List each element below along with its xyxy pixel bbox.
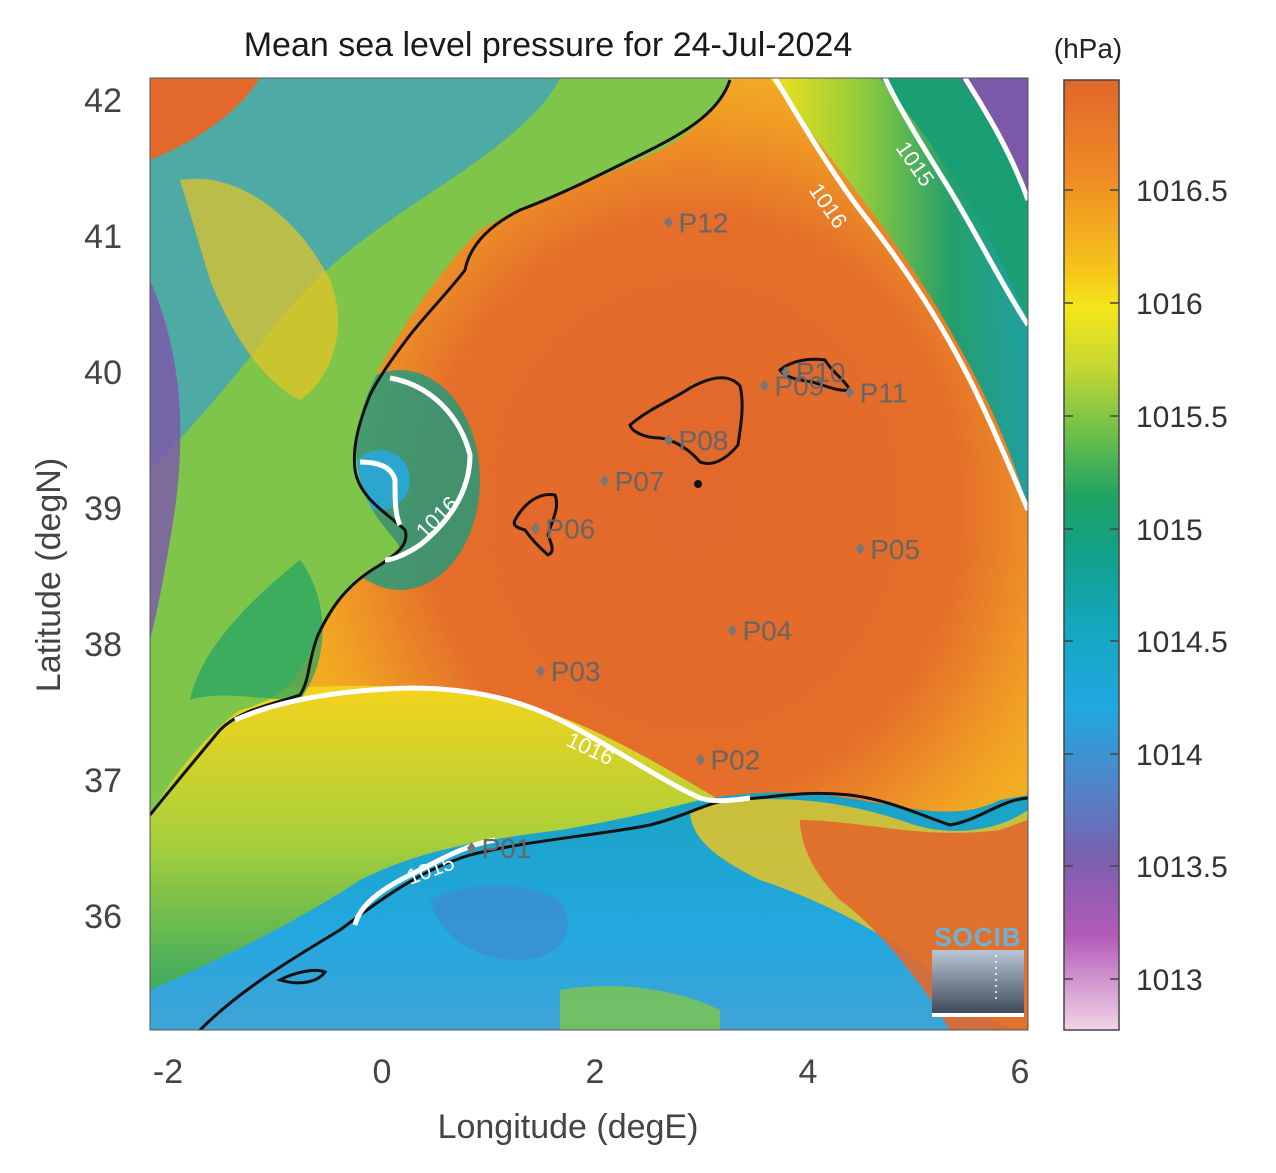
iberia-purple-low [150, 280, 181, 640]
iberia-coastline [150, 79, 732, 816]
station-marker [845, 386, 855, 399]
socib-logo: SOCIB [932, 922, 1024, 1017]
station-point: P02 [696, 745, 760, 776]
station-point: P06 [530, 513, 595, 544]
x-axis-label: Longitude (degE) [438, 1108, 699, 1146]
contour-ne-inner [962, 78, 1028, 201]
colorbar-tick-label: 1015.5 [1136, 401, 1228, 434]
x-tick-label: 4 [799, 1053, 818, 1091]
cabrera-islet [694, 480, 702, 488]
mallorca-island [628, 376, 744, 465]
station-marker [727, 624, 737, 637]
station-label: P08 [679, 425, 729, 456]
station-point: P01 [467, 833, 531, 864]
station-point: P10 [781, 357, 846, 388]
colorbar-tick-label: 1014 [1136, 739, 1203, 772]
colorbar-unit: (hPa) [1054, 33, 1122, 64]
station-label: P11 [860, 377, 908, 408]
station-point: P09 [759, 371, 824, 402]
iberia-yellow-patch [180, 178, 339, 400]
contour-1016-south [233, 685, 751, 804]
station-point: P07 [600, 466, 664, 497]
iberia-se-green [190, 560, 323, 700]
contour-1015-ne [882, 78, 1028, 327]
colorbar-scale [1063, 79, 1120, 1031]
station-marker [855, 542, 865, 555]
x-axis: -2 0 2 4 6 Longitude (degE) [153, 1053, 1030, 1146]
station-marker [600, 474, 610, 487]
colorbar-tick-label: 1016.5 [1136, 175, 1228, 208]
station-marker [467, 842, 477, 854]
station-label: P12 [679, 207, 729, 238]
station-point: P08 [664, 425, 728, 456]
logo-box [932, 950, 1024, 1016]
station-label: P04 [742, 615, 792, 646]
y-tick-label: 40 [84, 354, 122, 392]
logo-baseline [932, 1013, 1024, 1017]
station-label: P03 [551, 656, 601, 687]
station-label: P06 [545, 513, 595, 544]
y-tick-label: 41 [84, 218, 122, 256]
colorbar-ticks [1064, 189, 1119, 980]
africa-coastline [198, 791, 1028, 1030]
iberia-interior [150, 78, 560, 470]
station-label: P09 [774, 371, 824, 402]
x-tick-label: 2 [586, 1053, 605, 1091]
y-tick-label: 36 [84, 898, 122, 936]
ne-purple-zone [960, 78, 1028, 200]
station-label: P02 [711, 745, 761, 776]
colorbar-tick-label: 1016 [1136, 288, 1203, 321]
station-label: P07 [615, 466, 665, 497]
station-marker [781, 366, 791, 378]
y-tick-label: 37 [84, 762, 122, 800]
contour-1016-ne [772, 78, 1028, 511]
africa-blue-patch [430, 885, 568, 960]
x-tick-label: 6 [1011, 1053, 1030, 1091]
y-axis-label: Latitude (degN) [30, 458, 68, 692]
station-marker [759, 379, 769, 392]
station-label: P01 [482, 833, 532, 864]
station-label: P05 [870, 534, 920, 565]
ne-green-zone [880, 78, 1028, 320]
x-tick-label: -2 [153, 1053, 183, 1091]
chart-title: Mean sea level pressure for 24-Jul-2024 [244, 26, 853, 64]
colorbar: (hPa) 1016.5 1016 1015.5 1015 1014.5 101… [1054, 33, 1228, 1031]
y-axis: 42 41 40 39 38 37 36 Latitude (degN) [30, 82, 122, 936]
station-point: P03 [536, 656, 601, 687]
y-tick-label: 39 [84, 490, 122, 528]
station-marker [696, 753, 705, 766]
colorbar-tick-label: 1014.5 [1136, 626, 1228, 659]
plot-frame [149, 77, 1029, 1031]
station-marker [530, 522, 540, 535]
africa-green-patch [560, 986, 720, 1030]
station-point: P05 [855, 534, 920, 565]
colorbar-tick-label: 1013 [1136, 964, 1203, 997]
coastline-islet [276, 968, 328, 985]
y-tick-label: 38 [84, 626, 122, 664]
pyrenees-high [150, 78, 260, 160]
station-point: P11 [845, 377, 907, 408]
station-marker [664, 216, 674, 229]
contour-valencia-inner [359, 459, 403, 527]
y-tick-label: 42 [84, 82, 122, 120]
station-point: P04 [727, 615, 792, 646]
station-label: P10 [796, 357, 846, 388]
station-marker [536, 665, 546, 678]
station-point: P12 [664, 207, 728, 238]
station-marker [664, 434, 674, 446]
logo-text: SOCIB [934, 922, 1021, 952]
contour-1016-valencia [384, 375, 473, 563]
colorbar-tick-label: 1015 [1136, 514, 1203, 547]
colorbar-tick-label: 1013.5 [1136, 851, 1228, 884]
x-tick-label: 0 [373, 1053, 392, 1091]
